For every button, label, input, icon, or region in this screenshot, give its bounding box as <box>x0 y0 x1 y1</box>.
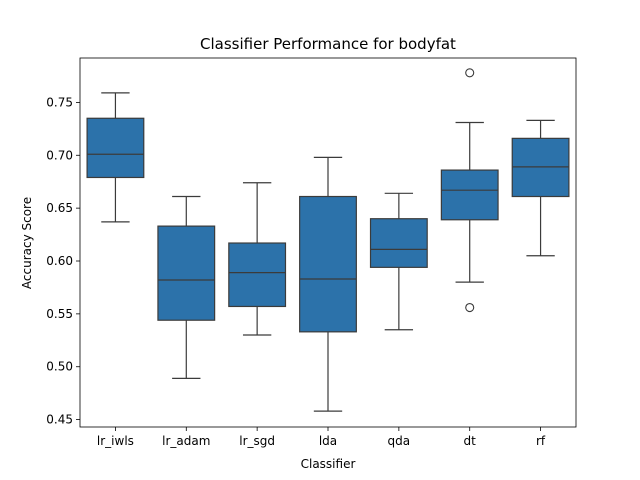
x-tick-label: rf <box>536 434 546 448</box>
y-tick-label: 0.55 <box>46 307 73 321</box>
y-tick-label: 0.65 <box>46 201 73 215</box>
box-lda <box>299 195 357 333</box>
x-axis-label: Classifier <box>301 457 356 471</box>
y-tick-label: 0.50 <box>46 360 73 374</box>
x-tick-label: lda <box>319 434 337 448</box>
y-tick-label: 0.45 <box>46 413 73 427</box>
box-qda <box>369 218 428 268</box>
plot-area: 0.45 0.50 0.55 0.60 0.65 0.70 0.75 lr_iwls lr_ad… <box>46 57 577 448</box>
outlier-point <box>465 68 475 78</box>
x-tick-label: lr_iwls <box>97 434 134 448</box>
y-tick-label: 0.60 <box>46 254 73 268</box>
y-tick-label: 0.75 <box>46 95 73 109</box>
chart-title: Classifier Performance for bodyfat <box>200 35 456 53</box>
x-tick-label: lr_adam <box>162 434 210 448</box>
box-lr_iwls <box>86 117 145 179</box>
x-tick-label: qda <box>388 434 411 448</box>
y-axis-label: Accuracy Score <box>20 197 34 289</box>
x-tick-label: lr_sgd <box>239 434 275 448</box>
plot-frame <box>79 57 577 428</box>
outlier-point <box>465 302 475 313</box>
box-dt <box>440 169 499 221</box>
x-tick-label: dt <box>464 434 477 448</box>
y-tick-label: 0.70 <box>46 148 73 162</box>
box-lr_sgd <box>228 242 287 308</box>
box-lr_adam <box>157 225 216 321</box>
